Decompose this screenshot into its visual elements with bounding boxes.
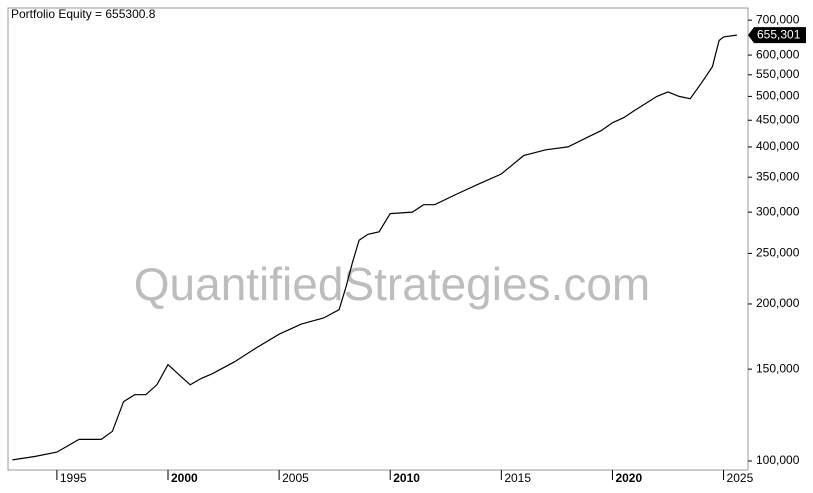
y-tick-label: 500,000 — [756, 89, 800, 103]
x-tick-label: 2015 — [504, 471, 531, 485]
equity-line — [12, 34, 737, 461]
x-tick-label: 2025 — [727, 471, 754, 485]
last-value-badge — [748, 27, 806, 44]
watermark: QuantifiedStrategies.com — [134, 258, 651, 310]
y-tick-label: 400,000 — [756, 139, 800, 153]
y-tick-label: 600,000 — [756, 47, 800, 61]
y-tick-label: 250,000 — [756, 246, 800, 260]
y-tick-label: 700,000 — [756, 12, 800, 26]
y-tick-label: 200,000 — [756, 296, 800, 310]
y-tick-label: 150,000 — [756, 361, 800, 375]
x-tick-label: 2005 — [282, 471, 309, 485]
y-tick-label: 300,000 — [756, 204, 800, 218]
plot-frame — [7, 7, 749, 471]
x-tick-label: 2020 — [615, 471, 642, 485]
x-tick-label: 2010 — [393, 471, 420, 485]
x-tick-label: 1995 — [60, 471, 87, 485]
y-tick-label: 550,000 — [756, 67, 800, 81]
last-value-label: 655,301 — [757, 27, 801, 41]
y-tick-label: 350,000 — [756, 169, 800, 183]
chart-title: Portfolio Equity = 655300.8 — [11, 7, 156, 21]
x-tick-label: 2000 — [171, 471, 198, 485]
y-tick-label: 450,000 — [756, 112, 800, 126]
y-tick-label: 100,000 — [756, 453, 800, 467]
